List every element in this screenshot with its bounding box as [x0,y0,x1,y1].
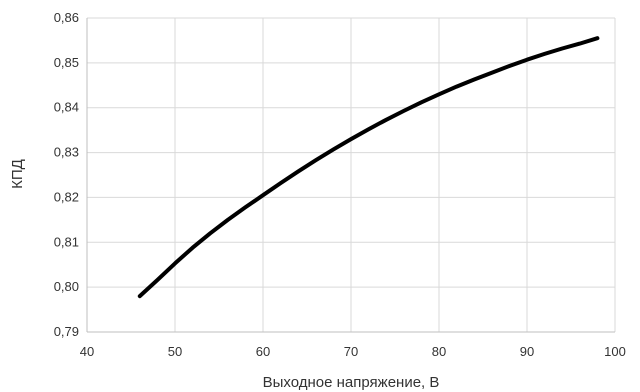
efficiency-series-line [137,36,600,299]
grid [87,17,616,332]
x-tick-label: 40 [80,344,94,359]
y-tick-label: 0,81 [54,234,79,249]
x-tick-label: 60 [256,344,270,359]
y-tick-label: 0,80 [54,279,79,294]
x-tick-label: 100 [604,344,626,359]
y-tick-label: 0,85 [54,55,79,70]
y-axis-title: КПД [9,159,26,189]
series-group [137,36,600,299]
x-axis-title: Выходное напряжение, В [263,374,440,391]
y-tick-label: 0,83 [54,145,79,160]
y-tick-labels: 0,79 0,80 0,81 0,82 0,83 0,84 0,85 0,86 [54,10,79,339]
x-tick-label: 70 [344,344,358,359]
y-tick-label: 0,84 [54,100,79,115]
axes [86,18,615,333]
x-tick-labels: 40 50 60 70 80 90 100 [80,344,626,359]
x-tick-label: 90 [520,344,534,359]
y-tick-label: 0,82 [54,189,79,204]
x-tick-label: 50 [168,344,182,359]
y-tick-label: 0,86 [54,10,79,25]
y-tick-label: 0,79 [54,324,79,339]
x-tick-label: 80 [432,344,446,359]
